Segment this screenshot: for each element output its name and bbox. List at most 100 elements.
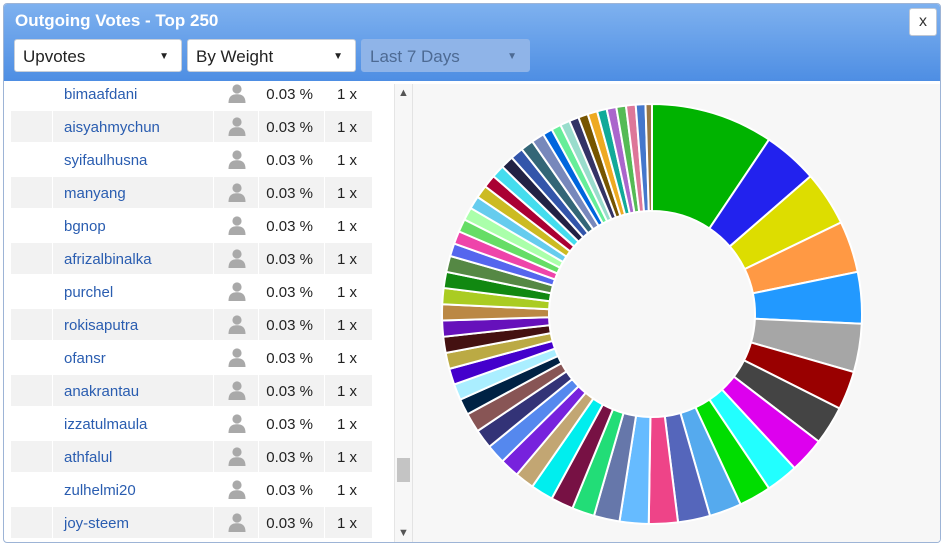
list-item[interactable]: manyang 0.03 % 1 x <box>11 177 372 210</box>
count-cell: 1 x <box>325 144 372 175</box>
list-item[interactable]: bimaafdani 0.03 % 1 x <box>11 81 372 111</box>
list-item[interactable]: rokisaputra 0.03 % 1 x <box>11 309 372 342</box>
voter-link[interactable]: purchel <box>64 284 114 301</box>
user-icon[interactable] <box>227 314 247 334</box>
list-item[interactable]: anakrantau 0.03 % 1 x <box>11 375 372 408</box>
count-cell: 1 x <box>325 177 372 208</box>
list-scrollbar[interactable]: ▲ ▼ <box>394 84 412 542</box>
list-item[interactable]: joy-steem 0.03 % 1 x <box>11 507 372 540</box>
close-button[interactable]: x <box>909 8 937 36</box>
user-icon[interactable] <box>227 83 247 103</box>
voter-link[interactable]: aisyahmychun <box>64 119 160 136</box>
scroll-up-icon[interactable]: ▲ <box>398 87 409 99</box>
user-icon[interactable] <box>227 281 247 301</box>
vote-percent: 0.03 % <box>266 284 313 301</box>
count-cell: 1 x <box>325 243 372 274</box>
user-icon[interactable] <box>227 215 247 235</box>
list-item[interactable]: afrizalbinalka 0.03 % 1 x <box>11 243 372 276</box>
vote-count: 1 x <box>337 251 358 268</box>
voter-link[interactable]: izzatulmaula <box>64 416 148 433</box>
voter-link[interactable]: bimaafdani <box>64 86 138 103</box>
percent-cell: 0.03 % <box>259 507 324 538</box>
user-icon[interactable] <box>227 116 247 136</box>
name-cell: anakrantau <box>53 375 213 406</box>
list-item[interactable]: zulhelmi20 0.03 % 1 x <box>11 474 372 507</box>
voter-link[interactable]: afrizalbinalka <box>64 251 152 268</box>
rank-cell <box>11 474 52 505</box>
count-cell: 1 x <box>325 375 372 406</box>
donut-chart <box>441 102 863 525</box>
count-cell: 1 x <box>325 474 372 505</box>
name-cell: izzatulmaula <box>53 408 213 439</box>
chevron-down-icon: ▼ <box>333 51 343 62</box>
vote-count: 1 x <box>337 218 358 235</box>
voter-link[interactable]: zulhelmi20 <box>64 482 136 499</box>
list-item[interactable]: ofansr 0.03 % 1 x <box>11 342 372 375</box>
user-icon[interactable] <box>227 182 247 202</box>
voter-link[interactable]: bgnop <box>64 218 106 235</box>
user-icon[interactable] <box>227 248 247 268</box>
chevron-down-icon: ▼ <box>159 51 169 62</box>
user-icon[interactable] <box>227 380 247 400</box>
user-icon[interactable] <box>227 149 247 169</box>
name-cell: syifaulhusna <box>53 144 213 175</box>
vote-count: 1 x <box>337 350 358 367</box>
chart-slice[interactable] <box>644 102 653 213</box>
vote-percent: 0.03 % <box>266 383 313 400</box>
count-cell: 1 x <box>325 342 372 373</box>
avatar-cell <box>214 408 258 439</box>
time-range-dropdown[interactable]: Last 7 Days ▼ <box>361 39 530 72</box>
user-icon[interactable] <box>227 479 247 499</box>
percent-cell: 0.03 % <box>259 276 324 307</box>
user-icon[interactable] <box>227 347 247 367</box>
count-cell: 1 x <box>325 210 372 241</box>
avatar-cell <box>214 474 258 505</box>
vote-count: 1 x <box>337 152 358 169</box>
voter-link[interactable]: rokisaputra <box>64 317 139 334</box>
list-item[interactable]: syifaulhusna 0.03 % 1 x <box>11 144 372 177</box>
scroll-down-icon[interactable]: ▼ <box>398 527 409 539</box>
percent-cell: 0.03 % <box>259 210 324 241</box>
user-icon[interactable] <box>227 446 247 466</box>
voter-link[interactable]: ofansr <box>64 350 106 367</box>
percent-cell: 0.03 % <box>259 408 324 439</box>
list-item[interactable]: aisyahmychun 0.03 % 1 x <box>11 111 372 144</box>
user-icon[interactable] <box>227 413 247 433</box>
percent-cell: 0.03 % <box>259 111 324 142</box>
sort-mode-dropdown[interactable]: By Weight ▼ <box>187 39 356 72</box>
vote-list[interactable]: bimaafdani 0.03 % 1 x aisyahmychun 0.03 % 1 x… <box>11 81 372 542</box>
list-item[interactable]: izzatulmaula 0.03 % 1 x <box>11 408 372 441</box>
rank-cell <box>11 507 52 538</box>
vote-type-dropdown[interactable]: Upvotes ▼ <box>14 39 182 72</box>
rank-cell <box>11 210 52 241</box>
avatar-cell <box>214 507 258 538</box>
avatar-cell <box>214 144 258 175</box>
vote-count: 1 x <box>337 416 358 433</box>
voter-link[interactable]: manyang <box>64 185 126 202</box>
count-cell: 1 x <box>325 111 372 142</box>
vote-percent: 0.03 % <box>266 119 313 136</box>
list-item[interactable]: purchel 0.03 % 1 x <box>11 276 372 309</box>
rank-cell <box>11 81 52 109</box>
list-item[interactable]: athfalul 0.03 % 1 x <box>11 441 372 474</box>
voter-link[interactable]: anakrantau <box>64 383 140 400</box>
name-cell: bgnop <box>53 210 213 241</box>
voter-link[interactable]: syifaulhusna <box>64 152 148 169</box>
scroll-thumb[interactable] <box>397 458 410 482</box>
name-cell: aisyahmychun <box>53 111 213 142</box>
list-item[interactable]: bgnop 0.03 % 1 x <box>11 210 372 243</box>
voter-link[interactable]: joy-steem <box>64 515 130 532</box>
sort-mode-value: By Weight <box>196 47 274 66</box>
count-cell: 1 x <box>325 441 372 472</box>
user-icon[interactable] <box>227 512 247 532</box>
name-cell: rokisaputra <box>53 309 213 340</box>
voter-link[interactable]: athfalul <box>64 449 113 466</box>
name-cell: bimaafdani <box>53 81 213 109</box>
avatar-cell <box>214 177 258 208</box>
name-cell: manyang <box>53 177 213 208</box>
rank-cell <box>11 375 52 406</box>
rank-cell <box>11 243 52 274</box>
vote-percent: 0.03 % <box>266 416 313 433</box>
vote-percent: 0.03 % <box>266 515 313 532</box>
percent-cell: 0.03 % <box>259 81 324 109</box>
